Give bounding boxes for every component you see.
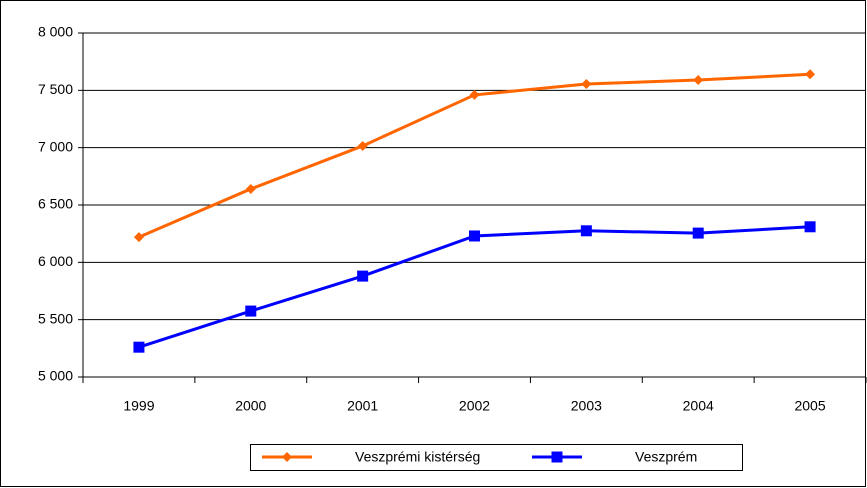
- data-point: [245, 183, 256, 194]
- data-point: [133, 341, 145, 353]
- data-point: [805, 69, 816, 80]
- data-point: [692, 227, 704, 239]
- data-point: [804, 221, 816, 233]
- y-tick-label: 6 000: [38, 253, 73, 269]
- legend-label: Veszprémi kistérség: [355, 449, 480, 465]
- y-tick-label: 6 500: [38, 196, 73, 212]
- data-point: [469, 230, 480, 242]
- data-point: [357, 140, 368, 151]
- legend-box: [250, 444, 743, 471]
- y-tick-label: 7 500: [38, 81, 73, 97]
- data-point: [245, 305, 257, 317]
- y-tick-label: 7 000: [38, 138, 73, 154]
- x-tick-label: 2000: [235, 398, 266, 414]
- y-tick-label: 5 000: [38, 368, 73, 384]
- x-tick-label: 2003: [571, 398, 602, 414]
- y-tick-label: 5 500: [38, 310, 73, 326]
- legend-marker: [551, 451, 563, 463]
- data-point: [693, 75, 704, 86]
- data-point: [357, 270, 369, 282]
- x-tick-label: 2004: [683, 398, 714, 414]
- data-point: [469, 89, 480, 100]
- data-point: [133, 232, 144, 243]
- legend-label: Veszprém: [635, 449, 697, 465]
- x-tick-label: 2005: [794, 398, 825, 414]
- x-tick-label: 2001: [347, 398, 378, 414]
- data-point: [580, 225, 592, 237]
- x-tick-label: 1999: [123, 398, 154, 414]
- x-tick-label: 2002: [459, 398, 490, 414]
- data-point: [581, 79, 592, 90]
- legend-marker: [282, 452, 292, 462]
- y-tick-label: 8 000: [38, 24, 73, 40]
